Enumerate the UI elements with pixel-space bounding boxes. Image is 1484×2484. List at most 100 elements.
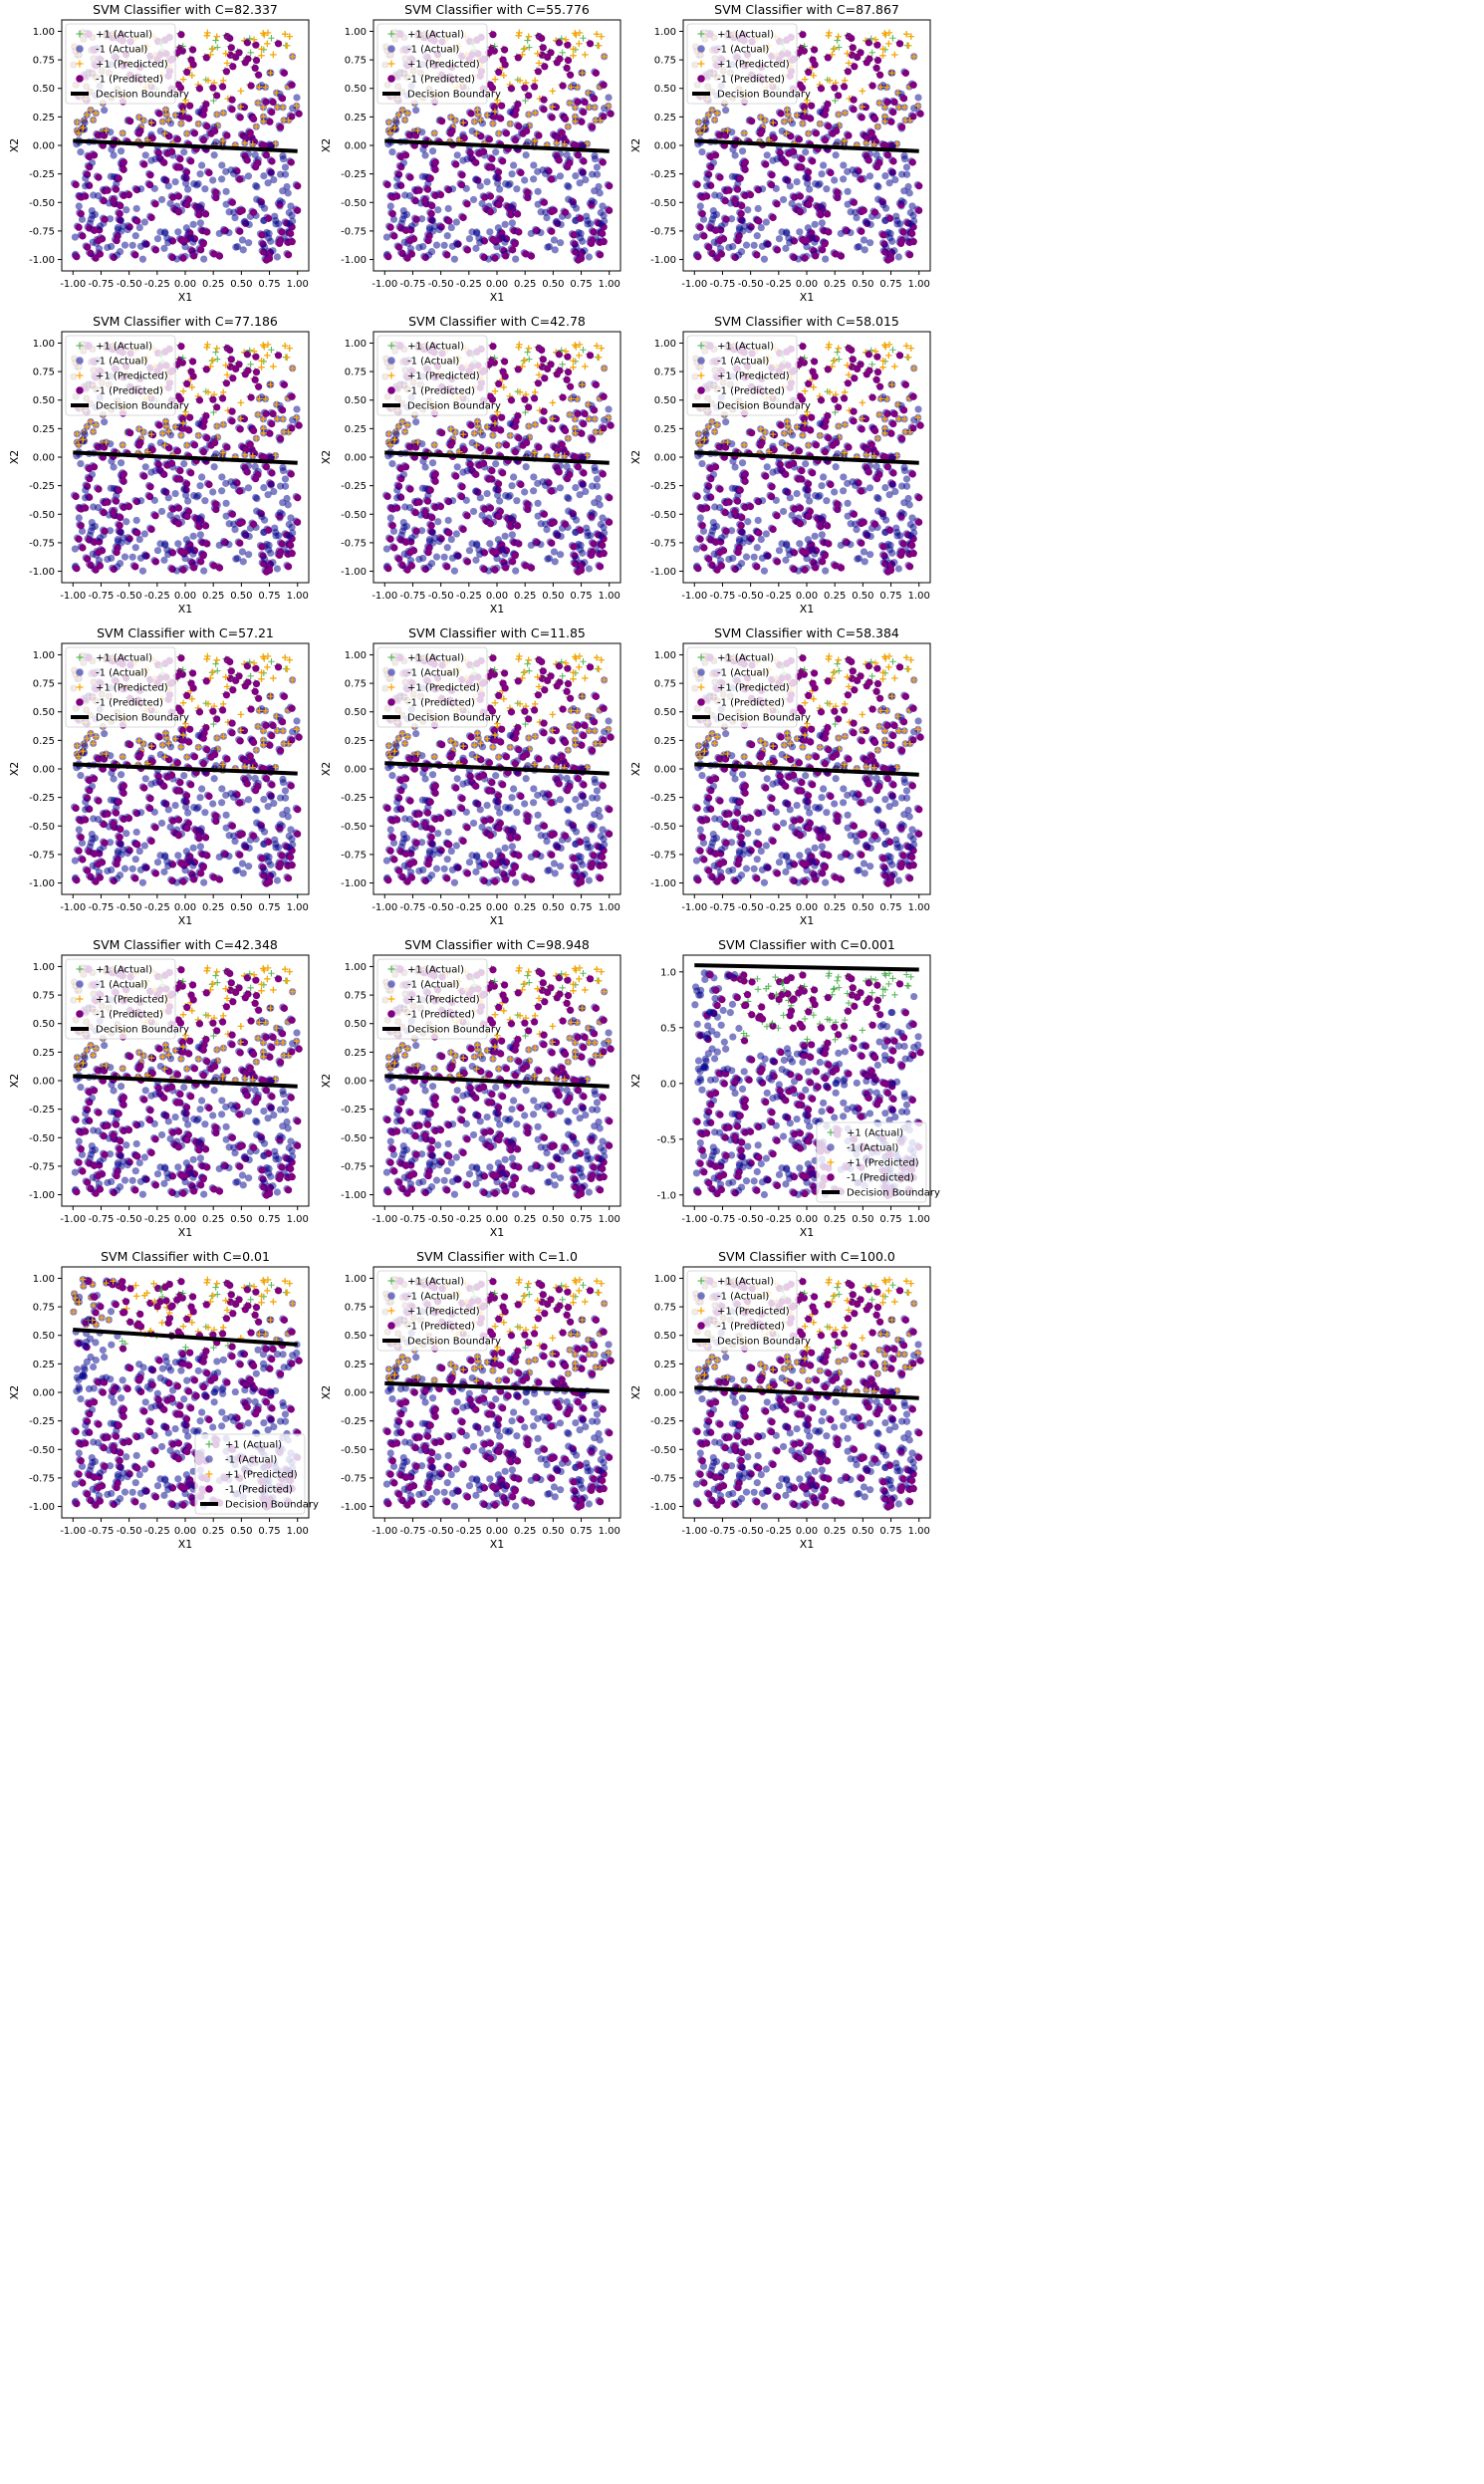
predicted-neg-marker — [694, 253, 701, 260]
actual-neg-marker — [147, 157, 154, 164]
x-tick-label: 0.50 — [542, 279, 564, 290]
actual-neg-marker — [97, 535, 104, 542]
predicted-neg-marker — [458, 171, 465, 178]
predicted-neg-marker — [910, 82, 917, 89]
predicted-neg-marker — [278, 228, 285, 235]
predicted-neg-marker — [489, 236, 496, 243]
actual-neg-marker — [180, 174, 187, 181]
predicted-neg-marker — [871, 209, 878, 216]
predicted-neg-marker — [725, 187, 732, 194]
predicted-neg-marker — [554, 59, 561, 66]
predicted-neg-marker — [415, 187, 422, 194]
predicted-neg-marker — [110, 196, 117, 203]
predicted-neg-marker — [253, 57, 260, 64]
predicted-neg-marker — [229, 374, 236, 381]
predicted-neg-marker — [597, 563, 604, 570]
actual-neg-marker — [847, 229, 854, 236]
actual-neg-marker — [722, 107, 729, 114]
actual-pos-marker — [268, 35, 274, 41]
predicted-neg-marker — [515, 540, 522, 547]
predicted-neg-marker — [891, 99, 898, 106]
actual-neg-marker — [279, 499, 286, 506]
predicted-neg-marker — [540, 106, 547, 113]
actual-neg-marker — [703, 174, 710, 181]
actual-neg-marker — [133, 205, 140, 212]
predicted-neg-marker — [825, 54, 832, 61]
actual-neg-marker — [108, 555, 115, 562]
actual-neg-marker — [743, 242, 750, 249]
predicted-neg-marker — [177, 31, 184, 38]
legend-label: Decision Boundary — [717, 90, 811, 101]
predicted-neg-marker — [597, 251, 604, 258]
predicted-neg-marker — [266, 430, 273, 437]
actual-neg-marker — [861, 236, 867, 243]
predicted-neg-marker — [228, 417, 235, 424]
actual-neg-marker — [139, 256, 146, 263]
actual-neg-marker — [165, 494, 172, 501]
predicted-neg-marker — [428, 514, 435, 521]
predicted-pos-marker — [836, 33, 842, 39]
actual-neg-marker — [181, 555, 188, 562]
actual-neg-marker — [819, 219, 826, 226]
predicted-neg-marker — [211, 127, 218, 134]
predicted-neg-marker — [871, 116, 878, 123]
actual-neg-marker — [512, 255, 519, 262]
predicted-neg-marker — [437, 503, 444, 510]
predicted-neg-marker — [294, 207, 301, 214]
legend-label: +1 (Predicted) — [717, 60, 790, 71]
legend-label: -1 (Actual) — [96, 357, 147, 368]
predicted-neg-marker — [104, 499, 111, 506]
actual-neg-marker — [137, 185, 144, 192]
predicted-neg-marker — [593, 381, 600, 388]
actual-neg-marker — [195, 515, 202, 522]
predicted-neg-marker — [406, 237, 413, 244]
predicted-neg-marker — [879, 231, 886, 238]
x-tick-label: 1.00 — [287, 279, 309, 290]
predicted-neg-marker — [187, 469, 194, 476]
actual-neg-marker — [239, 236, 246, 243]
predicted-neg-marker — [606, 207, 613, 214]
actual-neg-marker — [160, 488, 167, 495]
y-tick-label: 0.75 — [33, 368, 55, 378]
y-tick-label: 0.50 — [345, 84, 367, 95]
x-tick-label: 0.50 — [230, 279, 252, 290]
predicted-neg-marker — [445, 217, 452, 224]
legend-swatch — [697, 75, 705, 83]
predicted-neg-marker — [467, 421, 474, 428]
x-tick-label: -1.00 — [60, 591, 86, 602]
y-tick-label: -1.00 — [29, 255, 55, 266]
predicted-pos-marker — [891, 52, 897, 58]
predicted-neg-marker — [421, 196, 428, 203]
predicted-neg-marker — [896, 40, 903, 47]
predicted-neg-marker — [559, 129, 566, 136]
predicted-neg-marker — [175, 520, 182, 527]
actual-neg-marker — [222, 188, 229, 195]
actual-neg-marker — [591, 187, 598, 194]
x-tick-label: 0.25 — [202, 591, 224, 602]
actual-neg-marker — [453, 530, 460, 537]
predicted-neg-marker — [898, 124, 905, 130]
legend-label: -1 (Predicted) — [717, 75, 785, 86]
predicted-neg-marker — [177, 548, 184, 555]
actual-neg-marker — [711, 191, 718, 198]
predicted-neg-marker — [858, 208, 865, 215]
predicted-neg-marker — [548, 208, 555, 215]
predicted-neg-marker — [205, 169, 212, 176]
predicted-neg-marker — [580, 109, 587, 116]
predicted-neg-marker — [95, 237, 102, 244]
actual-neg-marker — [551, 236, 558, 243]
predicted-neg-marker — [797, 82, 804, 89]
actual-neg-marker — [486, 540, 493, 547]
predicted-neg-marker — [575, 256, 582, 263]
actual-neg-marker — [477, 182, 484, 189]
actual-neg-marker — [761, 256, 768, 263]
actual-neg-marker — [793, 178, 800, 185]
predicted-neg-marker — [805, 201, 812, 208]
actual-neg-marker — [195, 420, 202, 427]
actual-neg-marker — [197, 219, 204, 226]
actual-neg-marker — [132, 544, 139, 551]
predicted-neg-marker — [472, 159, 479, 166]
actual-neg-marker — [493, 243, 500, 250]
actual-neg-marker — [492, 460, 499, 467]
actual-neg-marker — [449, 185, 456, 192]
